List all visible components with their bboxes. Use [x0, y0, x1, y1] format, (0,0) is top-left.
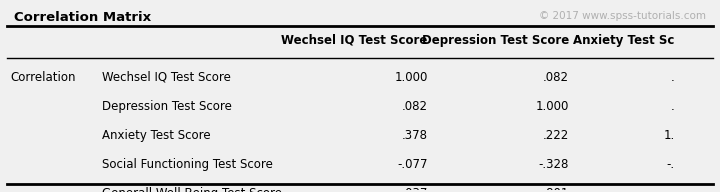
Text: 1.000: 1.000 — [536, 100, 569, 113]
Text: .: . — [671, 100, 675, 113]
Text: © 2017 www.spss-tutorials.com: © 2017 www.spss-tutorials.com — [539, 11, 706, 21]
Text: 1.: 1. — [663, 129, 675, 142]
Text: Generall Well Being Test Score: Generall Well Being Test Score — [102, 187, 282, 192]
Text: Anxiety Test Score: Anxiety Test Score — [102, 129, 211, 142]
Text: Wechsel IQ Test Score: Wechsel IQ Test Score — [102, 71, 231, 84]
Text: Correlation: Correlation — [11, 71, 76, 84]
Text: Correlation Matrix: Correlation Matrix — [14, 11, 151, 24]
Text: -.: -. — [667, 158, 675, 171]
Text: .222: .222 — [543, 129, 569, 142]
Text: .082: .082 — [402, 100, 428, 113]
Text: Anxiety Test Sc: Anxiety Test Sc — [573, 34, 675, 47]
Text: Depression Test Score: Depression Test Score — [422, 34, 569, 47]
Text: .082: .082 — [543, 71, 569, 84]
Text: -.077: -.077 — [397, 158, 428, 171]
Text: Social Functioning Test Score: Social Functioning Test Score — [102, 158, 274, 171]
Text: .: . — [671, 71, 675, 84]
Text: -.801: -.801 — [539, 187, 569, 192]
Text: Wechsel IQ Test Score: Wechsel IQ Test Score — [282, 34, 428, 47]
Text: 1.000: 1.000 — [395, 71, 428, 84]
Text: -.037: -.037 — [397, 187, 428, 192]
Text: -.: -. — [667, 187, 675, 192]
Text: .378: .378 — [402, 129, 428, 142]
Text: Depression Test Score: Depression Test Score — [102, 100, 233, 113]
Text: -.328: -.328 — [539, 158, 569, 171]
